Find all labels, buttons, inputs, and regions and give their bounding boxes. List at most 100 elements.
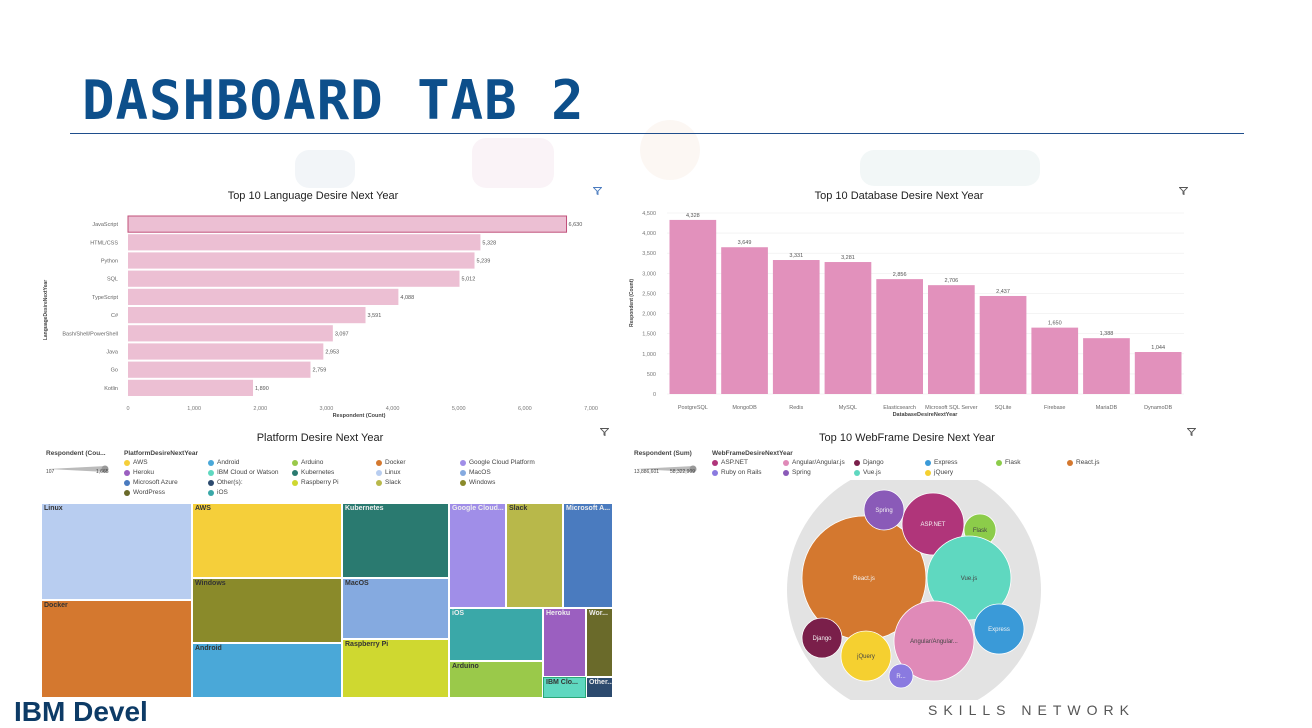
treemap-cell[interactable]: Linux: [41, 503, 192, 600]
legend-item[interactable]: jQuery: [925, 469, 953, 476]
treemap-cell[interactable]: IBM Clo...: [543, 677, 586, 698]
x-tick-label: 6,000: [518, 406, 532, 412]
treemap-cell[interactable]: Docker: [41, 600, 192, 698]
treemap-cell[interactable]: Other...: [586, 677, 613, 698]
platform-treemap: Linux Docker AWS Windows Android Kubernetes Ma…: [41, 503, 613, 698]
category-label: Kotlin: [104, 386, 118, 392]
data-label: 2,953: [325, 350, 339, 356]
treemap-cell-label: Heroku: [546, 610, 571, 617]
bar: [772, 260, 820, 394]
legend-swatch: [925, 469, 931, 476]
treemap-cell[interactable]: Heroku: [543, 608, 586, 677]
legend-item[interactable]: Raspberry Pi: [292, 479, 339, 486]
bar: [128, 307, 366, 324]
legend-label: IBM Cloud or Watson: [217, 469, 279, 476]
legend-item[interactable]: AWS: [124, 459, 148, 466]
bar: [128, 252, 475, 269]
bubble-label: ASP.NET: [921, 522, 946, 528]
legend-swatch: [292, 459, 298, 466]
legend-item[interactable]: Spring: [783, 469, 811, 476]
size-legend-slider[interactable]: [46, 460, 111, 473]
y-axis-title: LanguageDesireNextYear: [43, 280, 49, 340]
data-label: 3,331: [789, 253, 803, 259]
data-label: 3,591: [368, 313, 382, 319]
bar: [1031, 327, 1079, 394]
legend-item[interactable]: Kubernetes: [292, 469, 334, 476]
treemap-cell-label: iOS: [452, 610, 465, 617]
legend-item[interactable]: Microsoft Azure: [124, 479, 178, 486]
legend-swatch: [292, 479, 298, 486]
size-legend-label: Respondent (Cou...: [46, 450, 106, 457]
treemap-cell[interactable]: Arduino: [449, 661, 543, 698]
legend-swatch: [208, 479, 214, 486]
size-legend-slider[interactable]: [634, 460, 699, 473]
bubble: [973, 603, 1025, 655]
treemap-cell[interactable]: Windows: [192, 578, 342, 643]
legend-label: Other(s):: [217, 479, 243, 486]
legend-item[interactable]: Vue.js: [854, 469, 881, 476]
treemap-cell[interactable]: Kubernetes: [342, 503, 449, 578]
bubble: [840, 630, 892, 682]
legend-item[interactable]: Android: [208, 459, 239, 466]
filter-icon[interactable]: [600, 428, 609, 436]
legend-item[interactable]: Slack: [376, 479, 401, 486]
y-tick-label: 3,000: [642, 271, 656, 277]
legend-item[interactable]: Google Cloud Platform: [460, 459, 535, 466]
legend-item[interactable]: iOS: [208, 489, 228, 496]
treemap-cell[interactable]: Microsoft A...: [563, 503, 613, 608]
legend-swatch: [783, 459, 789, 466]
legend-label: ASP.NET: [721, 459, 748, 466]
legend-item[interactable]: Ruby on Rails: [712, 469, 761, 476]
treemap-cell[interactable]: Android: [192, 643, 342, 698]
bubble: [888, 663, 914, 689]
legend-item[interactable]: ASP.NET: [712, 459, 748, 466]
legend-item[interactable]: Arduino: [292, 459, 323, 466]
legend-item[interactable]: IBM Cloud or Watson: [208, 469, 279, 476]
legend-item[interactable]: Express: [925, 459, 957, 466]
legend-item[interactable]: Linux: [376, 469, 401, 476]
legend-item[interactable]: Other(s):: [208, 479, 243, 486]
filter-icon[interactable]: [1179, 187, 1188, 195]
legend-item[interactable]: Angular/Angular.js: [783, 459, 845, 466]
legend-item[interactable]: MacOS: [460, 469, 491, 476]
webframe-bubble-chart: React.js ASP.NET Spring Flask Vue.js Express A…: [787, 480, 1041, 700]
legend-item[interactable]: Django: [854, 459, 884, 466]
x-tick-label: 2,000: [253, 406, 267, 412]
data-label: 5,328: [482, 240, 496, 246]
legend-swatch: [996, 459, 1002, 466]
treemap-cell[interactable]: iOS: [449, 608, 543, 661]
filter-icon[interactable]: [593, 187, 602, 195]
bar: [928, 285, 975, 394]
x-axis-title: Respondent (Count): [333, 413, 386, 419]
treemap-cell[interactable]: Slack: [506, 503, 563, 608]
legend-swatch: [460, 479, 466, 486]
legend-item[interactable]: Heroku: [124, 469, 154, 476]
filter-icon[interactable]: [1187, 428, 1196, 436]
legend-swatch: [208, 489, 214, 496]
bubble: [893, 600, 975, 682]
data-label: 1,890: [255, 386, 269, 392]
legend-item[interactable]: React.js: [1067, 459, 1099, 466]
legend-label: Android: [217, 459, 240, 466]
database-bar-chart: 0 500 1,000 1,500 2,000 2,500 3,000 3,500 4,000 4…: [629, 211, 1184, 418]
treemap-cell[interactable]: MacOS: [342, 578, 449, 639]
bubble-label: Vue.js: [961, 576, 977, 582]
treemap-cell-label: Android: [195, 645, 222, 652]
treemap-cell[interactable]: Wor...: [586, 608, 613, 677]
treemap-cell[interactable]: Raspberry Pi: [342, 639, 449, 698]
legend-item[interactable]: WordPress: [124, 489, 165, 496]
legend-swatch: [460, 469, 466, 476]
legend-swatch: [854, 469, 860, 476]
legend-item[interactable]: Docker: [376, 459, 406, 466]
treemap-cell[interactable]: AWS: [192, 503, 342, 578]
treemap-cell[interactable]: Google Cloud...: [449, 503, 506, 608]
legend-label: Heroku: [133, 469, 154, 476]
category-label: SQL: [107, 277, 118, 283]
x-tick-label: 1,000: [187, 406, 201, 412]
category-label: C#: [111, 313, 119, 319]
legend-item[interactable]: Flask: [996, 459, 1021, 466]
data-label: 4,328: [686, 213, 700, 219]
legend-item[interactable]: Windows: [460, 479, 495, 486]
data-label: 1,650: [1048, 321, 1062, 327]
database-chart-title: Top 10 Database Desire Next Year: [814, 190, 984, 202]
